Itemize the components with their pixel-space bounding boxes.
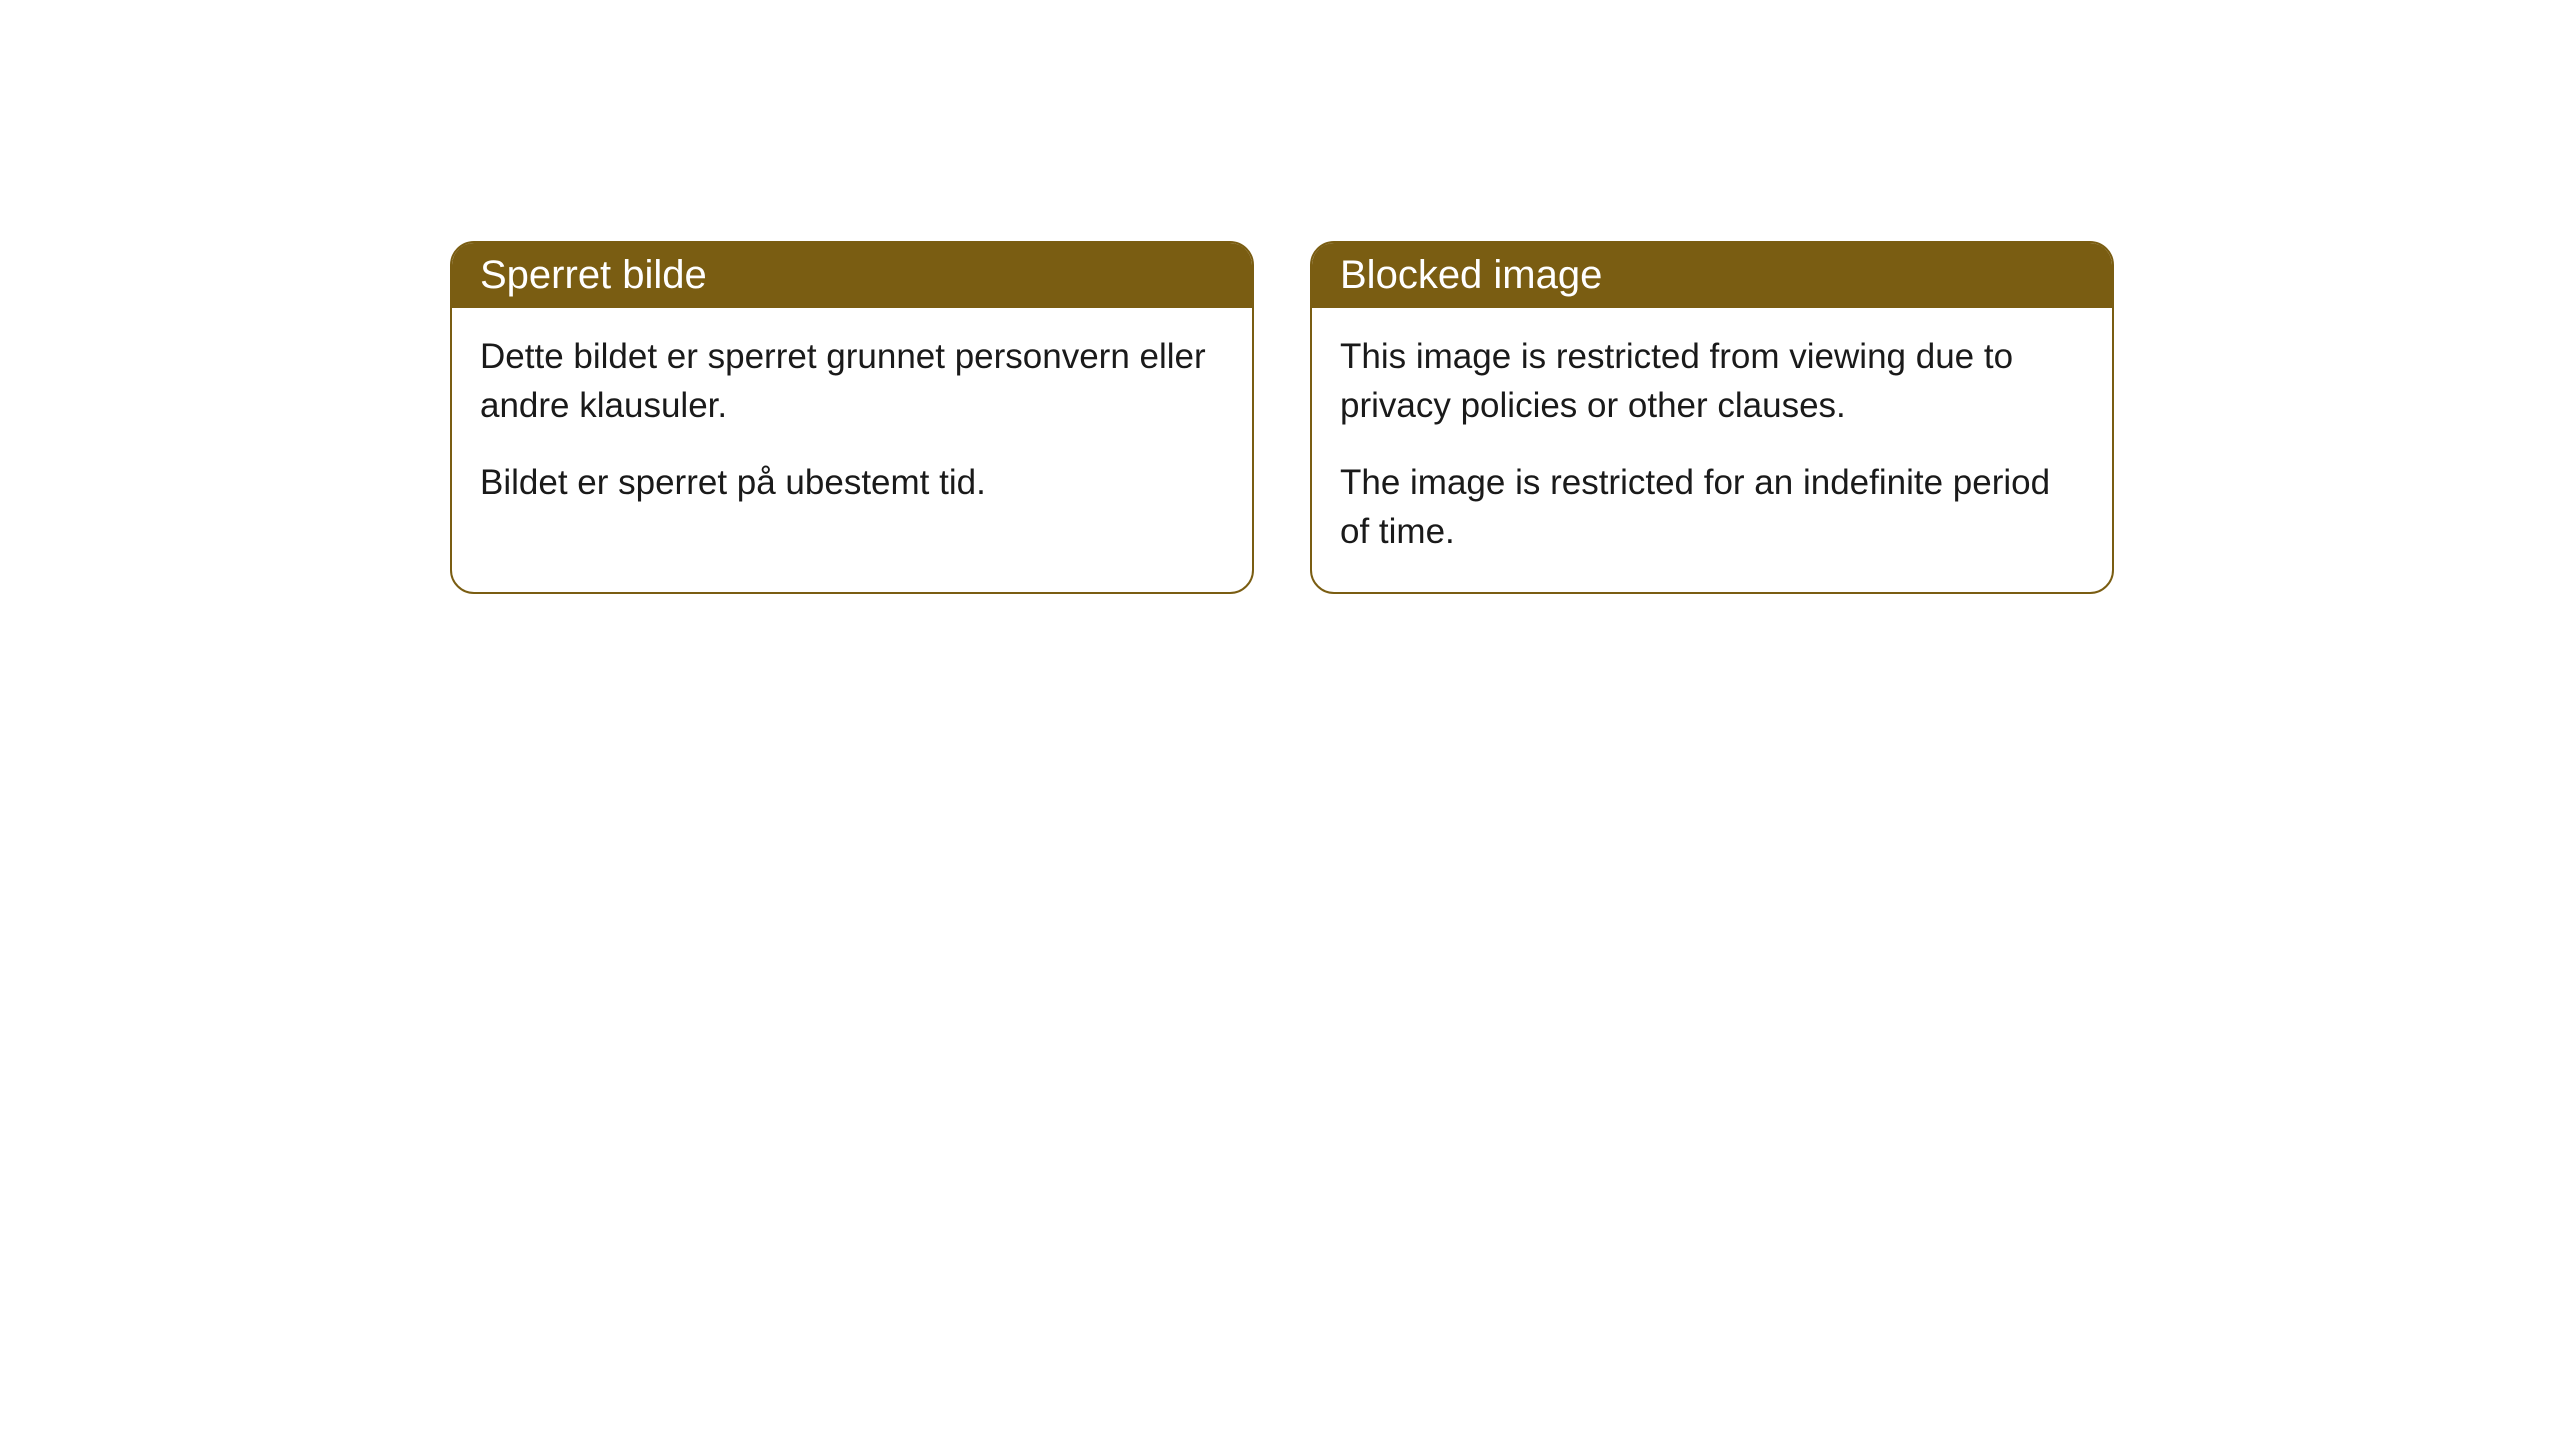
blocked-image-card-english: Blocked image This image is restricted f… bbox=[1310, 241, 2114, 594]
notice-cards-container: Sperret bilde Dette bildet er sperret gr… bbox=[450, 241, 2114, 594]
blocked-image-card-norwegian: Sperret bilde Dette bildet er sperret gr… bbox=[450, 241, 1254, 594]
card-title: Sperret bilde bbox=[480, 253, 707, 297]
card-body: This image is restricted from viewing du… bbox=[1312, 308, 2112, 592]
card-header: Sperret bilde bbox=[452, 243, 1252, 308]
card-body: Dette bildet er sperret grunnet personve… bbox=[452, 308, 1252, 543]
card-paragraph: Dette bildet er sperret grunnet personve… bbox=[480, 332, 1224, 430]
card-paragraph: This image is restricted from viewing du… bbox=[1340, 332, 2084, 430]
card-paragraph: Bildet er sperret på ubestemt tid. bbox=[480, 458, 1224, 507]
card-paragraph: The image is restricted for an indefinit… bbox=[1340, 458, 2084, 556]
card-header: Blocked image bbox=[1312, 243, 2112, 308]
card-title: Blocked image bbox=[1340, 253, 1602, 297]
